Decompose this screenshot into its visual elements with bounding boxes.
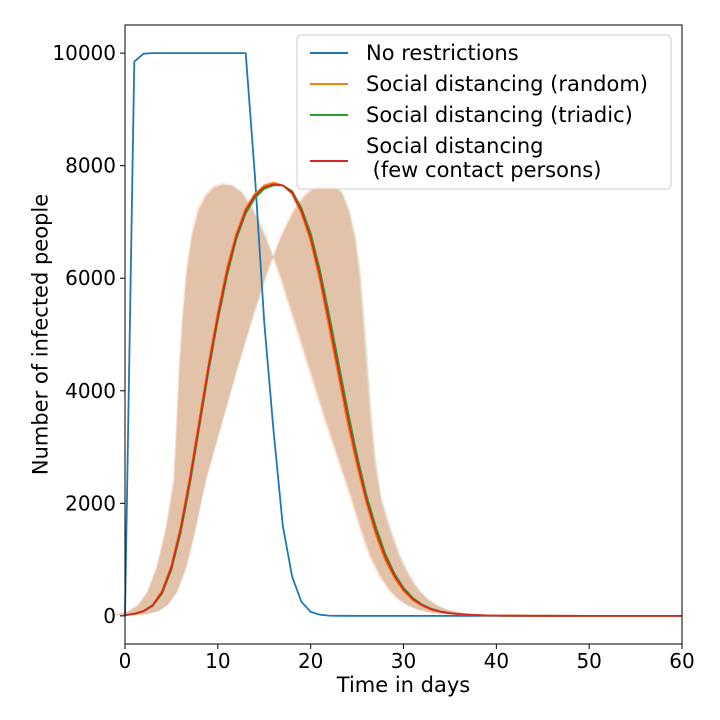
y-tick-label: 6000 (65, 266, 116, 290)
band-2 (110, 185, 697, 616)
legend: No restrictions Social distancing (random… (296, 34, 672, 190)
legend-label-1: Social distancing (random) (366, 72, 648, 96)
legend-label-0: No restrictions (366, 41, 519, 65)
series-line-3 (124, 183, 682, 617)
x-tick-label: 0 (119, 649, 132, 673)
uncertainty-bands (110, 182, 697, 616)
x-tick-label: 40 (484, 649, 509, 673)
band-3 (110, 184, 697, 616)
x-tick-label: 50 (576, 649, 601, 673)
y-tick-label: 0 (103, 604, 116, 628)
legend-box (296, 34, 672, 190)
y-axis-label: Number of infected people (28, 194, 52, 475)
y-tick-label: 4000 (65, 379, 116, 403)
x-tick-label: 30 (391, 649, 416, 673)
x-tick-label: 20 (298, 649, 323, 673)
y-axis: 0 2000 4000 6000 8000 10000 (52, 41, 125, 628)
x-axis-label: Time in days (336, 673, 470, 697)
y-tick-label: 8000 (65, 154, 116, 178)
y-tick-label: 2000 (65, 491, 116, 515)
legend-label-2: Social distancing (triadic) (366, 103, 633, 127)
y-tick-label: 10000 (52, 41, 116, 65)
x-tick-label: 60 (669, 649, 694, 673)
band-1 (110, 182, 697, 616)
x-axis: 0 10 20 30 40 50 60 (119, 644, 695, 673)
series-line-0 (124, 52, 682, 617)
legend-label-3: Social distancing (few contact persons) (366, 134, 601, 182)
series-lines (124, 52, 682, 617)
x-tick-label: 10 (205, 649, 230, 673)
